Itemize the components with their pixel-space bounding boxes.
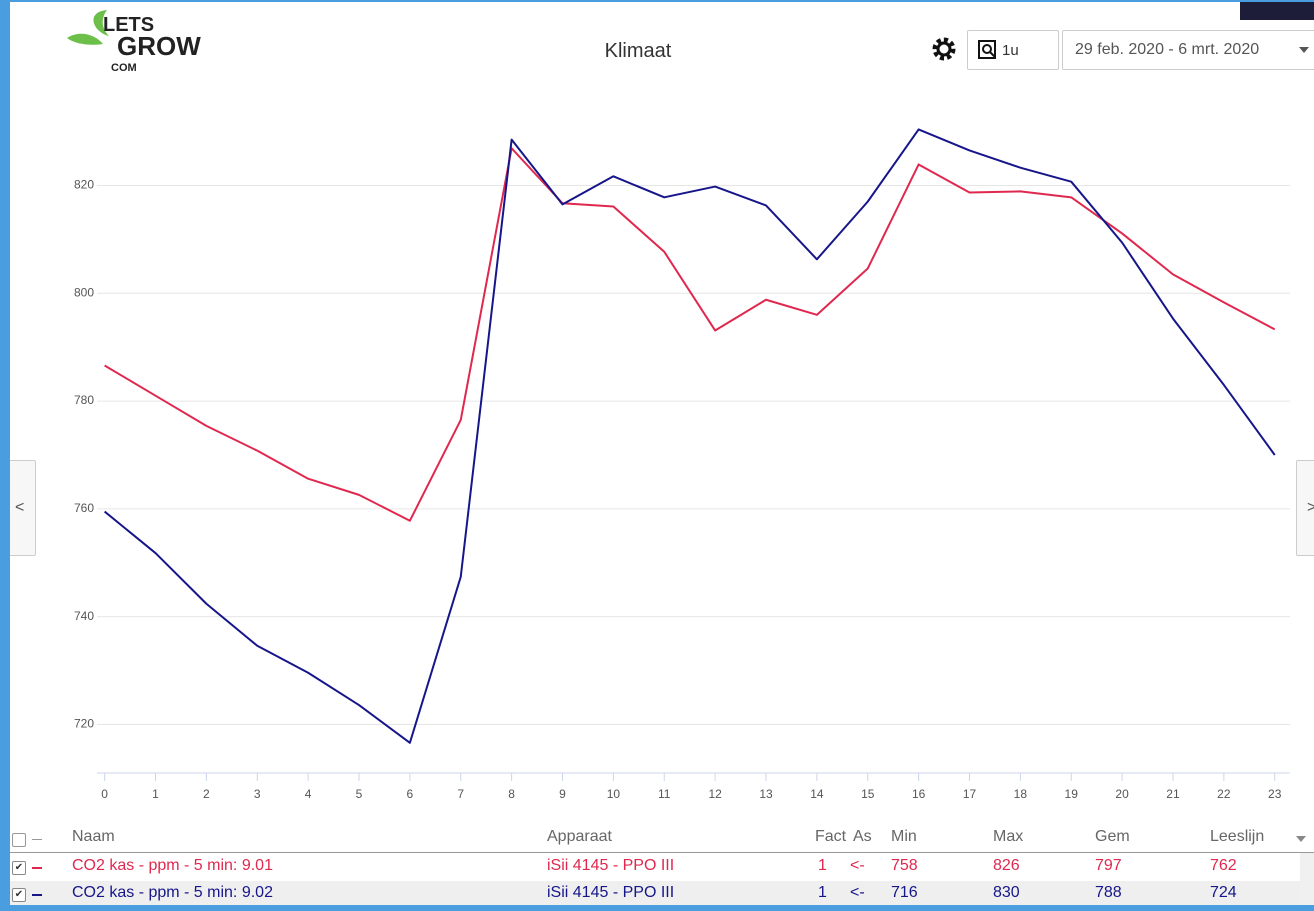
column-header: Naam (72, 828, 115, 845)
title: Klimaat (604, 40, 672, 62)
column-header: Max (993, 828, 1024, 845)
app: LETS GROW COM Klimaat 1u 29 feb. 2020 - … (10, 2, 1314, 905)
x-tick-label: 4 (305, 787, 312, 801)
header-dash (32, 839, 42, 840)
table-cell: 826 (993, 857, 1020, 874)
logo-text: GROW (117, 31, 201, 61)
x-tick-label: 9 (559, 787, 566, 801)
x-tick-label: 0 (101, 787, 108, 801)
table-cell: iSii 4145 - PPO III (547, 857, 675, 874)
sort-icon (1296, 836, 1306, 842)
next-label: > (1307, 499, 1314, 516)
x-tick-label: 18 (1014, 787, 1028, 801)
column-header: Apparaat (547, 828, 612, 845)
scrollbar (1300, 853, 1314, 905)
x-tick-label: 21 (1166, 787, 1180, 801)
y-tick-label: 760 (74, 501, 94, 515)
column-header: As (853, 828, 872, 845)
top-bar-corner (1240, 2, 1314, 20)
dropdown-arrow (1299, 47, 1309, 53)
table-cell: 758 (891, 857, 918, 874)
row-checkbox[interactable]: ✔ (12, 888, 26, 902)
y-tick-label: 820 (74, 178, 94, 192)
logo-leaf (67, 10, 109, 45)
prev-label: < (15, 499, 25, 516)
prev-button[interactable]: < (10, 460, 36, 556)
x-tick-label: 12 (708, 787, 722, 801)
table-cell: 1 (818, 884, 827, 901)
y-tick-label: 780 (74, 393, 94, 407)
logo-text: LETS (103, 14, 155, 36)
x-tick-label: 17 (963, 787, 977, 801)
row-background (10, 881, 1300, 905)
x-tick-label: 20 (1115, 787, 1129, 801)
table-cell: <- (850, 884, 865, 901)
logo: LETS GROW COM (65, 6, 205, 86)
series-line (104, 147, 1276, 522)
x-tick-label: 13 (759, 787, 773, 801)
zoom-button[interactable]: 1u (967, 30, 1059, 70)
table-cell: 788 (1095, 884, 1122, 901)
date-range-picker[interactable]: 29 feb. 2020 - 6 mrt. 2020 (1062, 30, 1314, 70)
x-tick-label: 11 (658, 787, 671, 801)
x-tick-label: 10 (607, 787, 621, 801)
series-swatch (32, 894, 42, 896)
table-cell: 716 (891, 884, 918, 901)
x-tick-label: 14 (810, 787, 824, 801)
date-range: 29 feb. 2020 - 6 mrt. 2020 (1075, 41, 1260, 58)
gear-icon (932, 37, 956, 61)
y-tick-label: 800 (74, 285, 94, 299)
table-cell: 1 (818, 857, 827, 874)
zoom-label: 1u (1002, 42, 1019, 59)
logo-text: COM (111, 62, 137, 74)
table-cell: CO2 kas - ppm - 5 min: 9.02 (72, 884, 273, 901)
table-cell: <- (850, 857, 865, 874)
x-tick-label: 16 (912, 787, 926, 801)
table-cell: 762 (1210, 857, 1237, 874)
x-tick-label: 2 (203, 787, 210, 801)
x-tick-label: 8 (508, 787, 515, 801)
table-cell: 724 (1210, 884, 1237, 901)
y-tick-label: 720 (74, 717, 94, 731)
x-tick-label: 7 (457, 787, 464, 801)
x-tick-label: 3 (254, 787, 261, 801)
zoom-icon (978, 40, 996, 59)
x-tick-label: 5 (356, 787, 363, 801)
x-tick-label: 15 (861, 787, 875, 801)
x-tick-label: 22 (1217, 787, 1231, 801)
table-cell: 830 (993, 884, 1020, 901)
column-header: Gem (1095, 828, 1130, 845)
column-header: Min (891, 828, 917, 845)
header-border (10, 852, 1314, 853)
table-cell: iSii 4145 - PPO III (547, 884, 675, 901)
next-button[interactable]: > (1296, 460, 1314, 556)
table-cell: CO2 kas - ppm - 5 min: 9.01 (72, 857, 273, 874)
series-line (103, 128, 1276, 744)
row-checkbox[interactable]: ✔ (12, 861, 26, 875)
column-header: Fact (815, 828, 847, 845)
x-tick-label: 1 (152, 787, 159, 801)
x-tick-label: 23 (1268, 787, 1282, 801)
x-tick-label: 6 (407, 787, 414, 801)
series-swatch (32, 867, 42, 869)
select-all-checkbox[interactable] (12, 833, 26, 847)
y-tick-label: 740 (74, 609, 94, 623)
x-tick-label: 19 (1065, 787, 1079, 801)
column-header: Leeslijn (1210, 828, 1265, 845)
table-cell: 797 (1095, 857, 1122, 874)
settings-button[interactable] (928, 32, 960, 66)
